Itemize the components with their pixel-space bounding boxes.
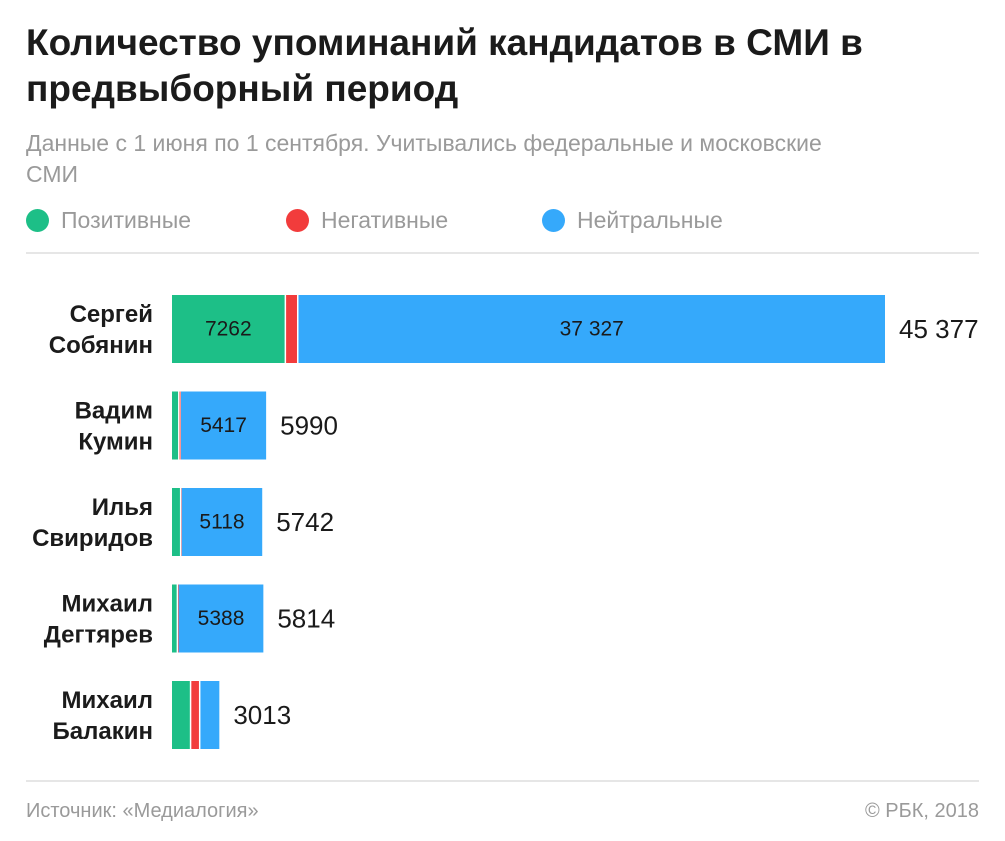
category-label: Сергей Собянин: [49, 301, 153, 359]
bar-row: Михаил Дегтярев 5388 5814: [44, 584, 335, 653]
bottom-divider: [26, 780, 979, 782]
total-value-label: 5814: [277, 604, 335, 634]
category-label-line: Свиридов: [32, 525, 153, 552]
bar-segment-negative: [191, 681, 199, 749]
bar-segment-neutral: [181, 391, 267, 460]
bar-row: Сергей Собянин 7262 37 327 45 377: [49, 295, 979, 363]
bar-segment-negative: [178, 584, 180, 653]
legend-label-neutral: Нейтральные: [577, 206, 723, 233]
segment-value-label: 7262: [205, 318, 252, 341]
bar-row: Вадим Кумин 5417 5990: [75, 391, 338, 460]
category-label-line: Дегтярев: [44, 622, 153, 649]
legend-swatch-neutral: [542, 208, 565, 232]
bar-segment-positive: [172, 681, 190, 749]
source-note: Источник: «Медиалогия»: [26, 800, 259, 822]
total-value-label: 5742: [276, 507, 334, 537]
bar-segment-positive: [172, 295, 285, 363]
category-label: Михаил Балакин: [53, 687, 153, 745]
bar-segment-negative: [286, 295, 297, 363]
legend-item-neutral: Нейтральные: [542, 204, 723, 236]
category-label-line: Сергей: [70, 301, 153, 328]
bar-segment-neutral: [298, 295, 885, 363]
bar-segment-positive: [172, 391, 179, 460]
category-label-line: Кумин: [78, 429, 153, 456]
bar-segment-positive: [172, 488, 180, 556]
total-value-label: 45 377: [899, 314, 979, 344]
total-value-label: 3013: [233, 700, 291, 730]
legend-swatch-positive: [26, 208, 49, 232]
total-value-label: 5990: [280, 411, 338, 441]
copyright: © РБК, 2018: [864, 800, 979, 822]
bar-segment-positive: [172, 584, 177, 653]
chart-subtitle: Данные с 1 июня по 1 сентября. Учитывали…: [26, 130, 822, 187]
category-label: Михаил Дегтярев: [44, 591, 153, 649]
bar-row: Илья Свиридов 5118 5742: [32, 488, 334, 556]
category-label-line: Михаил: [62, 591, 153, 618]
segment-value-label: 5118: [199, 511, 244, 534]
legend-item-negative: Негативные: [286, 204, 448, 236]
category-label-line: Вадим: [75, 398, 153, 425]
bar-segment-negative: [179, 391, 181, 460]
legend-swatch-negative: [286, 208, 309, 232]
category-label-line: Михаил: [62, 687, 153, 714]
chart-title: Количество упоминаний кандидатов в СМИ в…: [26, 22, 863, 109]
segment-value-label: 5388: [198, 607, 245, 630]
legend-label-positive: Позитивные: [61, 206, 192, 233]
bar-segment-neutral: [181, 488, 263, 556]
bar-segment-neutral: [178, 584, 264, 653]
segment-value-label: 37 327: [560, 318, 624, 341]
legend: Позитивные Негативные Нейтральные: [26, 204, 986, 236]
top-divider: [26, 252, 979, 254]
legend-item-positive: Позитивные: [26, 204, 191, 236]
bar-segment-neutral: [200, 681, 220, 749]
category-label-line: Собянин: [49, 332, 153, 359]
category-label: Илья Свиридов: [32, 494, 153, 552]
category-label-line: Балакин: [53, 718, 153, 745]
category-label-line: Илья: [92, 494, 153, 521]
bar-row: Михаил Балакин 3013: [53, 681, 291, 749]
category-label: Вадим Кумин: [75, 398, 153, 456]
segment-value-label: 5417: [200, 414, 247, 437]
legend-label-negative: Негативные: [321, 206, 449, 233]
